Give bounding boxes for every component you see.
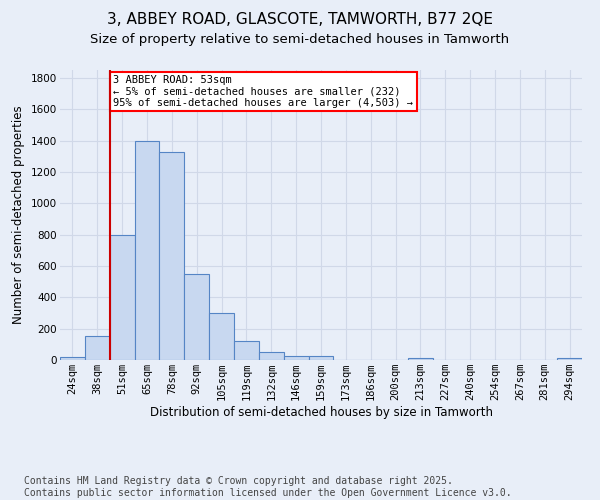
Text: Size of property relative to semi-detached houses in Tamworth: Size of property relative to semi-detach… xyxy=(91,32,509,46)
Bar xyxy=(209,313,234,360)
Bar xyxy=(234,341,259,360)
Y-axis label: Number of semi-detached properties: Number of semi-detached properties xyxy=(13,106,25,324)
Bar xyxy=(134,140,160,360)
Bar xyxy=(259,352,284,360)
Bar xyxy=(160,152,184,360)
Bar xyxy=(284,356,308,360)
Text: 3 ABBEY ROAD: 53sqm
← 5% of semi-detached houses are smaller (232)
95% of semi-d: 3 ABBEY ROAD: 53sqm ← 5% of semi-detache… xyxy=(113,74,413,108)
Bar xyxy=(110,234,134,360)
Bar xyxy=(60,357,85,360)
Bar xyxy=(85,336,110,360)
Bar xyxy=(557,358,582,360)
Bar xyxy=(308,356,334,360)
Text: Contains HM Land Registry data © Crown copyright and database right 2025.
Contai: Contains HM Land Registry data © Crown c… xyxy=(24,476,512,498)
Text: 3, ABBEY ROAD, GLASCOTE, TAMWORTH, B77 2QE: 3, ABBEY ROAD, GLASCOTE, TAMWORTH, B77 2… xyxy=(107,12,493,28)
X-axis label: Distribution of semi-detached houses by size in Tamworth: Distribution of semi-detached houses by … xyxy=(149,406,493,419)
Bar xyxy=(184,274,209,360)
Bar xyxy=(408,358,433,360)
